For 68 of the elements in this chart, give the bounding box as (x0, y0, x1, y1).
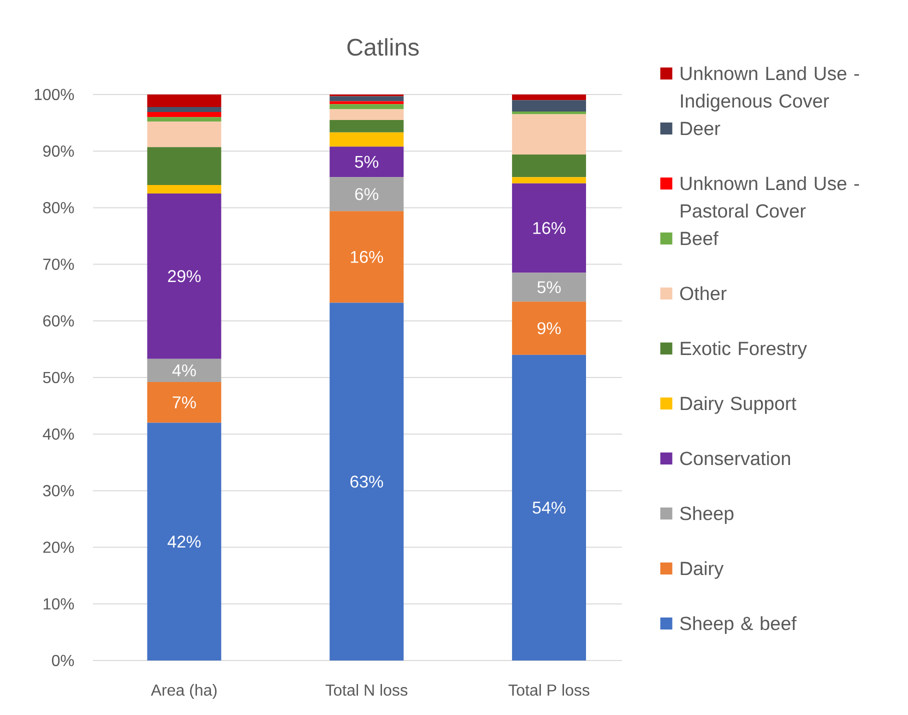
legend-label: Beef (680, 231, 718, 246)
bar (147, 147, 222, 186)
bar (330, 120, 404, 132)
data-label: 4% (172, 364, 196, 376)
bar (512, 354, 586, 660)
legend-label: Unknown Land Use - Pastoral Cover (680, 176, 859, 218)
bar (512, 272, 586, 302)
chart-title: Catlins (347, 38, 419, 56)
x-tick-label: Area (ha) (150, 684, 217, 699)
y-tick-label: 70% (43, 258, 74, 270)
data-label: 42% (168, 536, 201, 548)
y-tick-label: 50% (43, 372, 74, 384)
bar (512, 177, 586, 184)
data-label: 16% (533, 222, 566, 234)
bar (330, 96, 404, 102)
data-label: 29% (168, 270, 201, 282)
bar (147, 422, 222, 660)
legend-label: Sheep (680, 506, 734, 524)
bar (330, 146, 404, 178)
legend-label: Conservation (680, 451, 790, 466)
data-label: 54% (532, 502, 566, 514)
x-tick-label: Total N loss (326, 684, 408, 696)
legend-label: Sheep & beef (680, 616, 797, 634)
bar (512, 94, 586, 100)
bar (512, 154, 586, 178)
legend-label: Other (680, 286, 726, 300)
bar (147, 117, 222, 122)
data-label: 5% (537, 281, 561, 294)
legend-label: Dairy Support (680, 396, 796, 414)
bar (147, 106, 222, 112)
x-tick-label: Total P loss (508, 684, 590, 696)
bar (147, 122, 222, 148)
bar (330, 109, 404, 120)
data-label: 16% (350, 250, 384, 263)
data-label: 63% (350, 476, 384, 488)
bar (147, 185, 222, 194)
bar (330, 211, 404, 303)
data-label: 9% (538, 322, 561, 334)
bar (512, 111, 586, 114)
y-tick-label: 20% (43, 542, 74, 553)
legend-label: Deer (680, 122, 720, 136)
bar (147, 358, 222, 382)
y-tick-label: 40% (42, 428, 74, 440)
bar (147, 382, 222, 423)
y-tick-label: 60% (43, 315, 74, 327)
y-tick-label: 90% (43, 145, 74, 157)
bar (512, 114, 586, 154)
bar (147, 112, 222, 118)
data-label: 5% (355, 156, 378, 168)
bar (512, 302, 586, 355)
y-tick-label: 100% (34, 88, 74, 100)
y-tick-label: 80% (43, 202, 74, 214)
bar (512, 183, 586, 273)
bar (147, 94, 222, 107)
legend-label: Dairy (680, 561, 724, 579)
data-label: 6% (355, 188, 378, 200)
bar (330, 302, 404, 660)
data-label: 7% (172, 396, 196, 408)
bar (512, 100, 586, 112)
legend-label: Exotic Forestry (680, 341, 807, 359)
y-tick-label: 10% (44, 598, 74, 610)
bar (330, 132, 404, 147)
bar (147, 194, 222, 359)
bar (330, 104, 404, 110)
y-tick-label: 30% (43, 485, 74, 496)
bar (330, 177, 404, 212)
y-tick-label: 0% (52, 654, 74, 666)
legend-label: Unknown Land Use - Indigenous Cover (680, 66, 859, 112)
